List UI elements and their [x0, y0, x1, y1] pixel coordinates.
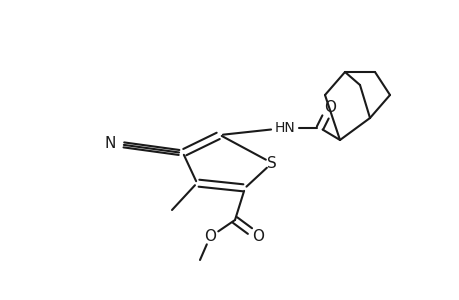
- Text: HN: HN: [274, 121, 295, 135]
- Text: O: O: [252, 230, 263, 244]
- Text: O: O: [203, 230, 216, 244]
- Text: S: S: [267, 155, 276, 170]
- Text: O: O: [323, 100, 335, 116]
- Text: N: N: [104, 136, 115, 151]
